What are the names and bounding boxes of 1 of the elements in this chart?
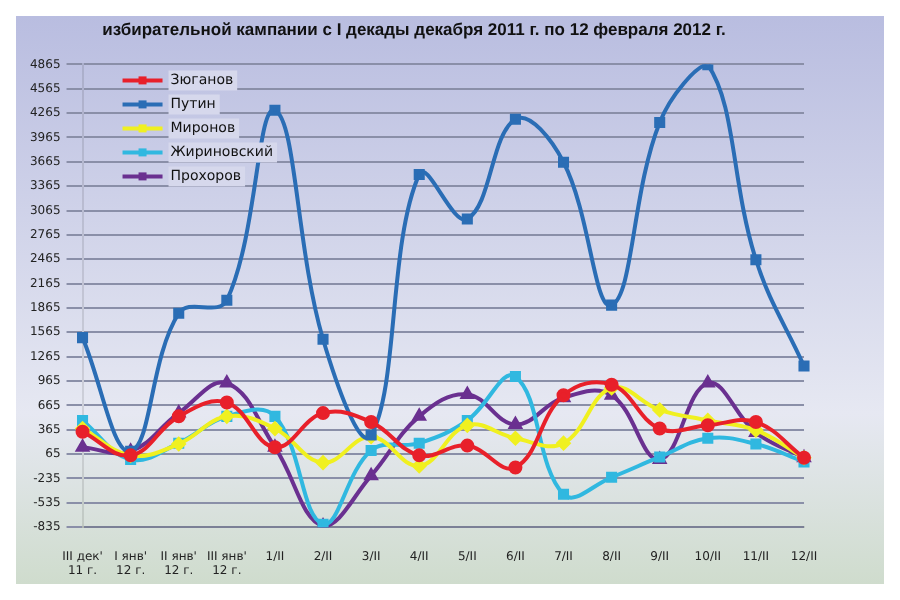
chart-title: избирательной кампании с I декады декабря 2011 г. по 12 февраля 2012 г. bbox=[102, 18, 726, 39]
